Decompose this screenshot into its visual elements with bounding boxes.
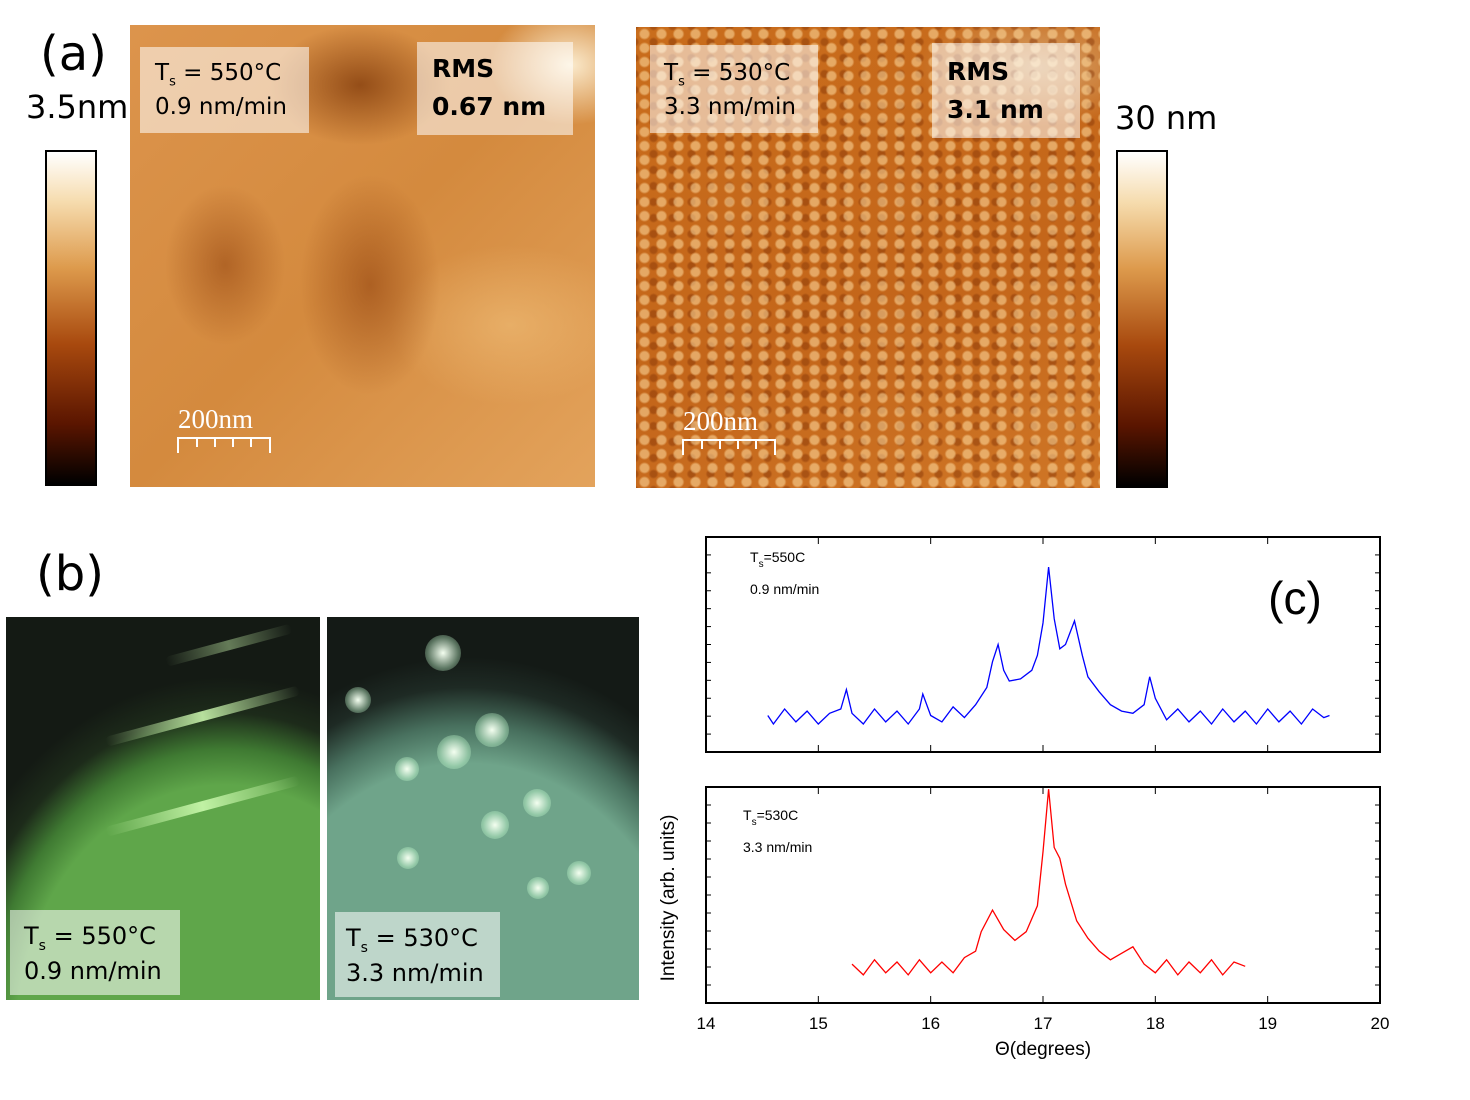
symbol: T	[750, 549, 759, 565]
colorbar	[45, 150, 97, 486]
temperature: = 530°C	[367, 924, 478, 952]
label-box	[10, 910, 180, 995]
rate: 3.3 nm/min	[346, 959, 484, 987]
symbol: T	[155, 60, 170, 86]
y-axis-label: Intensity (arb. units)	[658, 815, 679, 982]
label-box	[140, 47, 309, 133]
x-tick-label: 14	[697, 1014, 716, 1033]
condition: Ts = 530°C	[346, 924, 478, 956]
label-box	[650, 45, 818, 133]
panel-label: (a)	[40, 26, 107, 82]
spot	[437, 735, 471, 769]
x-tick-label: 16	[921, 1014, 940, 1033]
label-box	[335, 912, 500, 997]
spot	[395, 757, 419, 781]
spot	[475, 713, 509, 747]
condition: Ts = 550°C	[155, 60, 281, 90]
plot-frame	[705, 536, 1381, 753]
colorbar	[1116, 150, 1168, 488]
subscript: s	[759, 559, 764, 570]
temperature: =550C	[764, 549, 806, 565]
rms-value: 3.1 nm	[947, 95, 1044, 124]
plot-frame	[705, 786, 1381, 1004]
spot	[527, 877, 549, 899]
condition: Ts = 530°C	[664, 60, 790, 90]
colorbar-label: 3.5nm	[26, 88, 129, 126]
x-tick-label: 17	[1034, 1014, 1053, 1033]
x-tick-label: 18	[1146, 1014, 1165, 1033]
panel-label: (c)	[1268, 572, 1322, 624]
temperature: = 550°C	[45, 922, 156, 950]
label-box	[932, 43, 1080, 138]
subscript: s	[38, 937, 46, 954]
temperature: = 530°C	[684, 60, 791, 86]
scale-bar-label: 200nm	[683, 406, 759, 436]
temperature: = 550°C	[175, 60, 282, 86]
temperature: =530C	[757, 807, 799, 823]
subscript: s	[678, 74, 685, 90]
symbol: T	[743, 807, 752, 823]
spot	[567, 861, 591, 885]
x-tick-label: 19	[1258, 1014, 1277, 1033]
x-axis-label: Θ(degrees)	[995, 1039, 1091, 1060]
rate: 3.3 nm/min	[664, 94, 796, 120]
xrd-line	[851, 789, 1246, 976]
annotation: Ts=530C	[743, 807, 798, 828]
condition: Ts = 550°C	[24, 922, 156, 954]
spot	[523, 789, 551, 817]
symbol: T	[24, 922, 39, 950]
symbol: T	[346, 924, 361, 952]
colorbar-label: 30 nm	[1115, 99, 1218, 137]
subscript: s	[169, 74, 176, 90]
subscript: s	[752, 817, 757, 828]
subscript: s	[360, 939, 368, 956]
rms-value: 0.67 nm	[432, 92, 547, 121]
annotation-rate: 0.9 nm/min	[750, 581, 819, 597]
scale-bar	[682, 439, 776, 455]
x-tick-label: 15	[809, 1014, 828, 1033]
symbol: T	[664, 60, 679, 86]
annotation-rate: 3.3 nm/min	[743, 839, 812, 855]
rate: 0.9 nm/min	[155, 94, 287, 120]
scale-bar-label: 200nm	[178, 404, 254, 434]
spot	[397, 847, 419, 869]
spot	[481, 811, 509, 839]
xrd-line	[767, 567, 1330, 726]
rms-title: RMS	[947, 57, 1010, 86]
label-box	[417, 42, 573, 135]
panel-label: (b)	[36, 546, 104, 602]
spot	[345, 687, 371, 713]
rate: 0.9 nm/min	[24, 957, 162, 985]
rms-title: RMS	[432, 54, 495, 83]
x-tick-label: 20	[1371, 1014, 1390, 1033]
scale-bar	[177, 437, 271, 453]
annotation: Ts=550C	[750, 549, 805, 570]
spot	[425, 635, 461, 671]
